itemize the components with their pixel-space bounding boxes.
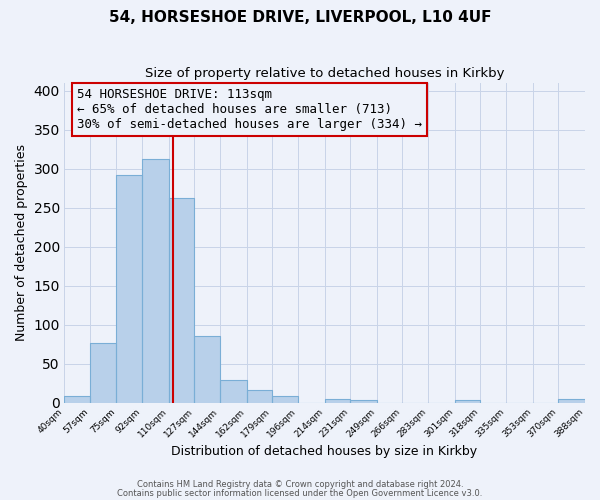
Text: Contains HM Land Registry data © Crown copyright and database right 2024.: Contains HM Land Registry data © Crown c…: [137, 480, 463, 489]
Text: Contains public sector information licensed under the Open Government Licence v3: Contains public sector information licen…: [118, 488, 482, 498]
Y-axis label: Number of detached properties: Number of detached properties: [15, 144, 28, 342]
X-axis label: Distribution of detached houses by size in Kirkby: Distribution of detached houses by size …: [172, 444, 478, 458]
Text: 54 HORSESHOE DRIVE: 113sqm
← 65% of detached houses are smaller (713)
30% of sem: 54 HORSESHOE DRIVE: 113sqm ← 65% of deta…: [77, 88, 422, 131]
Title: Size of property relative to detached houses in Kirkby: Size of property relative to detached ho…: [145, 68, 504, 80]
Text: 54, HORSESHOE DRIVE, LIVERPOOL, L10 4UF: 54, HORSESHOE DRIVE, LIVERPOOL, L10 4UF: [109, 10, 491, 25]
